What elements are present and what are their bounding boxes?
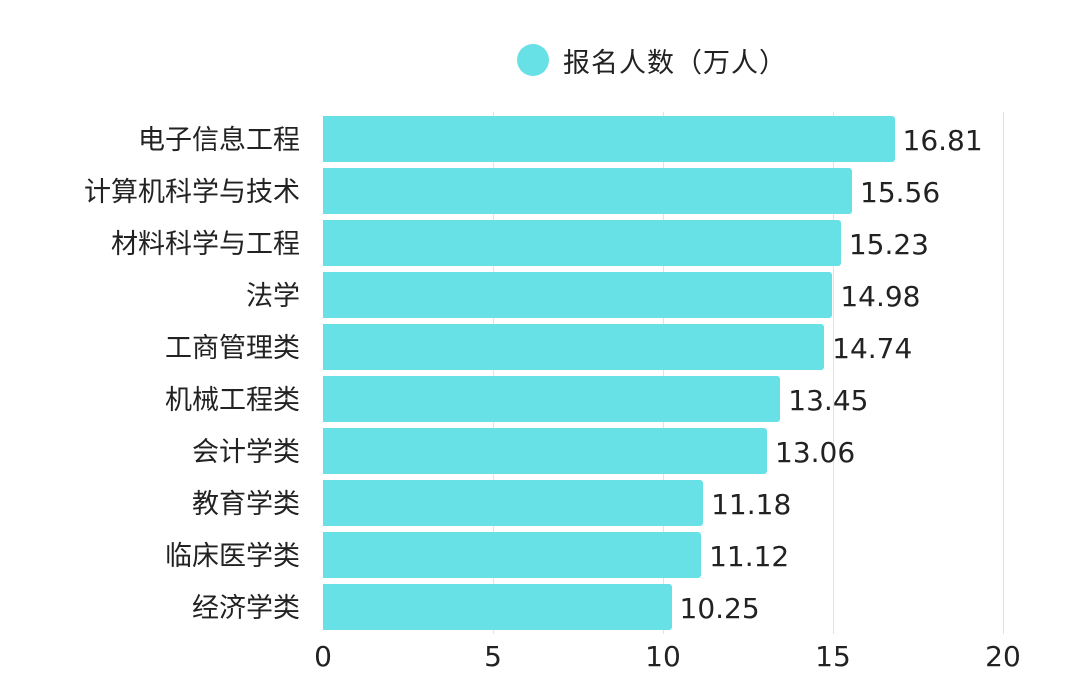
bar-value-label: 14.98: [840, 280, 921, 313]
gridline: [833, 112, 834, 634]
bar-value-label: 11.18: [711, 488, 792, 521]
gridline: [663, 112, 664, 634]
bar: [323, 584, 672, 630]
x-tick-label: 5: [484, 640, 502, 673]
bar-row: 10.25: [323, 584, 1003, 630]
bar: [323, 116, 895, 162]
bar: [323, 168, 853, 214]
bar-value-label: 14.74: [832, 332, 913, 365]
bar-row: 13.06: [323, 428, 1003, 474]
bar: [323, 376, 781, 422]
category-label: 电子信息工程: [138, 125, 300, 156]
x-tick-label: 10: [645, 640, 681, 673]
bar-row: 14.98: [323, 272, 1003, 318]
category-label: 机械工程类: [165, 385, 300, 416]
bar: [323, 220, 841, 266]
bar-value-label: 16.81: [902, 124, 983, 157]
bar-value-label: 10.25: [679, 592, 760, 625]
category-label: 会计学类: [192, 437, 300, 468]
bar: [323, 428, 768, 474]
plot-area: 16.81 15.56 15.23 14.98 14.74 13.45 13.06 11.18…: [323, 112, 1004, 634]
bar-value-label: 15.56: [860, 176, 941, 209]
bar: [323, 480, 704, 526]
x-tick-label: 0: [314, 640, 332, 673]
x-tick-label: 15: [815, 640, 851, 673]
bar-row: 15.56: [323, 168, 1003, 214]
bar-row: 13.45: [323, 376, 1003, 422]
bar: [323, 532, 702, 578]
bar-row: 14.74: [323, 324, 1003, 370]
category-label: 法学: [246, 281, 300, 312]
gridline: [493, 112, 494, 634]
x-tick-label: 20: [985, 640, 1021, 673]
category-label: 教育学类: [192, 489, 300, 520]
bar-row: 11.18: [323, 480, 1003, 526]
legend-label: 报名人数（万人）: [563, 47, 787, 79]
bar: [323, 324, 825, 370]
bar-row: 16.81: [323, 116, 1003, 162]
bar-value-label: 13.45: [788, 384, 869, 417]
bar-row: 11.12: [323, 532, 1003, 578]
category-label: 计算机科学与技术: [84, 177, 300, 208]
bar-value-label: 11.12: [709, 540, 790, 573]
gridline: [1003, 112, 1004, 634]
category-label: 临床医学类: [165, 541, 300, 572]
chart-legend: 报名人数（万人）: [517, 40, 787, 80]
bar-value-label: 13.06: [775, 436, 856, 469]
bar: [323, 272, 833, 318]
legend-swatch-icon: [517, 44, 549, 76]
category-label: 经济学类: [192, 593, 300, 624]
category-label: 工商管理类: [165, 333, 300, 364]
category-label: 材料科学与工程: [111, 229, 300, 260]
bar-value-label: 15.23: [848, 228, 929, 261]
bar-row: 15.23: [323, 220, 1003, 266]
